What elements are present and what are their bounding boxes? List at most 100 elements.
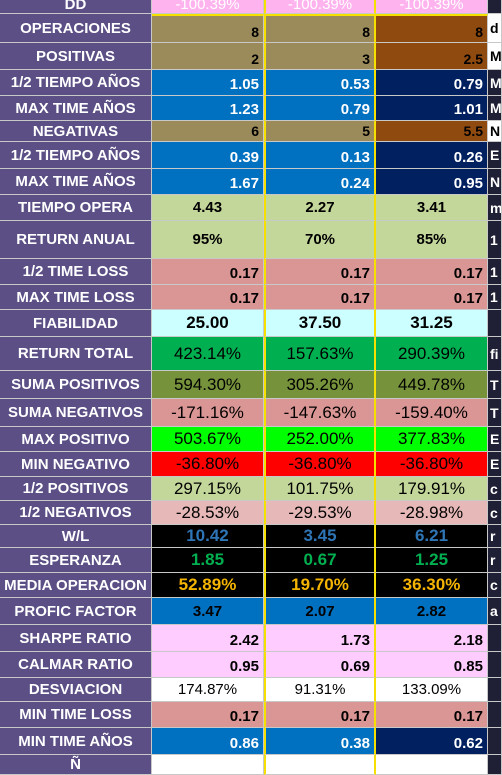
value-cell[interactable]: 0.17 — [376, 259, 488, 285]
overflow-cell[interactable] — [488, 755, 502, 775]
value-cell[interactable]: 37.50 — [264, 310, 376, 337]
value-cell[interactable]: 8 — [264, 14, 376, 43]
overflow-cell[interactable]: r — [488, 525, 502, 548]
value-cell[interactable]: 0.85 — [376, 652, 488, 678]
value-cell[interactable]: 0.17 — [264, 259, 376, 285]
row-label[interactable]: DESVIACION — [0, 678, 152, 702]
value-cell[interactable]: 0.53 — [264, 70, 376, 96]
value-cell[interactable]: 95% — [152, 221, 264, 259]
value-cell[interactable]: 503.67% — [152, 427, 264, 452]
row-label[interactable]: MAX TIME LOSS — [0, 285, 152, 310]
row-label[interactable]: RETURN TOTAL — [0, 337, 152, 371]
value-cell[interactable]: 0.17 — [152, 259, 264, 285]
value-cell[interactable]: 290.39% — [376, 337, 488, 371]
value-cell[interactable]: 31.25 — [376, 310, 488, 337]
value-cell[interactable]: 133.09% — [376, 678, 488, 702]
overflow-cell[interactable]: r — [488, 548, 502, 573]
value-cell[interactable]: -100.39% — [152, 0, 264, 14]
value-cell[interactable]: 377.83% — [376, 427, 488, 452]
value-cell[interactable]: 1.73 — [264, 625, 376, 652]
value-cell[interactable]: 1.01 — [376, 96, 488, 121]
value-cell[interactable]: 3.41 — [376, 195, 488, 221]
value-cell[interactable]: -28.53% — [152, 501, 264, 525]
overflow-cell[interactable]: M — [488, 70, 502, 96]
row-label[interactable]: W/L — [0, 525, 152, 548]
value-cell[interactable]: 0.67 — [264, 548, 376, 573]
row-label[interactable]: SUMA POSITIVOS — [0, 371, 152, 399]
row-label[interactable]: MIN NEGATIVO — [0, 452, 152, 477]
value-cell[interactable]: 0.17 — [376, 285, 488, 310]
value-cell[interactable]: 0.79 — [376, 70, 488, 96]
overflow-cell[interactable]: M — [488, 96, 502, 121]
value-cell[interactable]: 305.26% — [264, 371, 376, 399]
overflow-cell[interactable]: E — [488, 452, 502, 477]
value-cell[interactable] — [376, 755, 488, 775]
value-cell[interactable]: 36.30% — [376, 573, 488, 598]
value-cell[interactable]: -36.80% — [376, 452, 488, 477]
row-label[interactable]: FIABILIDAD — [0, 310, 152, 337]
overflow-cell[interactable]: N — [488, 121, 502, 142]
overflow-cell[interactable]: E — [488, 142, 502, 169]
value-cell[interactable] — [152, 755, 264, 775]
value-cell[interactable]: -100.39% — [376, 0, 488, 14]
value-cell[interactable]: 0.38 — [264, 728, 376, 755]
value-cell[interactable]: 1.25 — [376, 548, 488, 573]
row-label[interactable]: Ñ — [0, 755, 152, 775]
row-label[interactable]: 1/2 POSITIVOS — [0, 477, 152, 501]
value-cell[interactable]: 0.69 — [264, 652, 376, 678]
value-cell[interactable]: 85% — [376, 221, 488, 259]
value-cell[interactable]: -29.53% — [264, 501, 376, 525]
overflow-cell[interactable]: d — [488, 14, 502, 43]
value-cell[interactable]: 0.62 — [376, 728, 488, 755]
value-cell[interactable]: 3 — [264, 43, 376, 70]
row-label[interactable]: 1/2 TIEMPO AÑOS — [0, 70, 152, 96]
row-label[interactable]: POSITIVAS — [0, 43, 152, 70]
overflow-cell[interactable] — [488, 0, 502, 14]
value-cell[interactable]: 1.67 — [152, 169, 264, 195]
value-cell[interactable]: 52.89% — [152, 573, 264, 598]
overflow-cell[interactable] — [488, 678, 502, 702]
value-cell[interactable]: 10.42 — [152, 525, 264, 548]
row-label[interactable]: 1/2 NEGATIVOS — [0, 501, 152, 525]
row-label[interactable]: OPERACIONES — [0, 14, 152, 43]
overflow-cell[interactable]: m — [488, 195, 502, 221]
row-label[interactable]: PROFIC FACTOR — [0, 598, 152, 625]
value-cell[interactable]: 6.21 — [376, 525, 488, 548]
row-label[interactable]: 1/2 TIME LOSS — [0, 259, 152, 285]
value-cell[interactable]: 3.47 — [152, 598, 264, 625]
value-cell[interactable]: 91.31% — [264, 678, 376, 702]
row-label[interactable]: SHARPE RATIO — [0, 625, 152, 652]
row-label[interactable]: MAX TIME AÑOS — [0, 169, 152, 195]
value-cell[interactable]: -171.16% — [152, 399, 264, 427]
value-cell[interactable]: 0.79 — [264, 96, 376, 121]
value-cell[interactable]: 179.91% — [376, 477, 488, 501]
value-cell[interactable]: 6 — [152, 121, 264, 142]
overflow-cell[interactable]: T — [488, 371, 502, 399]
value-cell[interactable]: 594.30% — [152, 371, 264, 399]
value-cell[interactable]: -36.80% — [264, 452, 376, 477]
overflow-cell[interactable] — [488, 652, 502, 678]
overflow-cell[interactable] — [488, 702, 502, 728]
value-cell[interactable]: 19.70% — [264, 573, 376, 598]
value-cell[interactable]: 0.26 — [376, 142, 488, 169]
overflow-cell[interactable]: 1 — [488, 285, 502, 310]
row-label[interactable]: DD — [0, 0, 152, 14]
row-label[interactable]: RETURN ANUAL — [0, 221, 152, 259]
overflow-cell[interactable]: c — [488, 573, 502, 598]
value-cell[interactable]: -147.63% — [264, 399, 376, 427]
value-cell[interactable]: 2.27 — [264, 195, 376, 221]
value-cell[interactable]: 2.5 — [376, 43, 488, 70]
value-cell[interactable]: -36.80% — [152, 452, 264, 477]
row-label[interactable]: 1/2 TIEMPO AÑOS — [0, 142, 152, 169]
value-cell[interactable]: 0.17 — [264, 285, 376, 310]
overflow-cell[interactable] — [488, 625, 502, 652]
value-cell[interactable]: 4.43 — [152, 195, 264, 221]
overflow-cell[interactable]: N — [488, 169, 502, 195]
value-cell[interactable]: 297.15% — [152, 477, 264, 501]
overflow-cell[interactable]: 1 — [488, 221, 502, 259]
row-label[interactable]: MEDIA OPERACION — [0, 573, 152, 598]
value-cell[interactable]: 0.95 — [152, 652, 264, 678]
overflow-cell[interactable]: E — [488, 427, 502, 452]
row-label[interactable]: MIN TIME AÑOS — [0, 728, 152, 755]
overflow-cell[interactable]: a — [488, 598, 502, 625]
